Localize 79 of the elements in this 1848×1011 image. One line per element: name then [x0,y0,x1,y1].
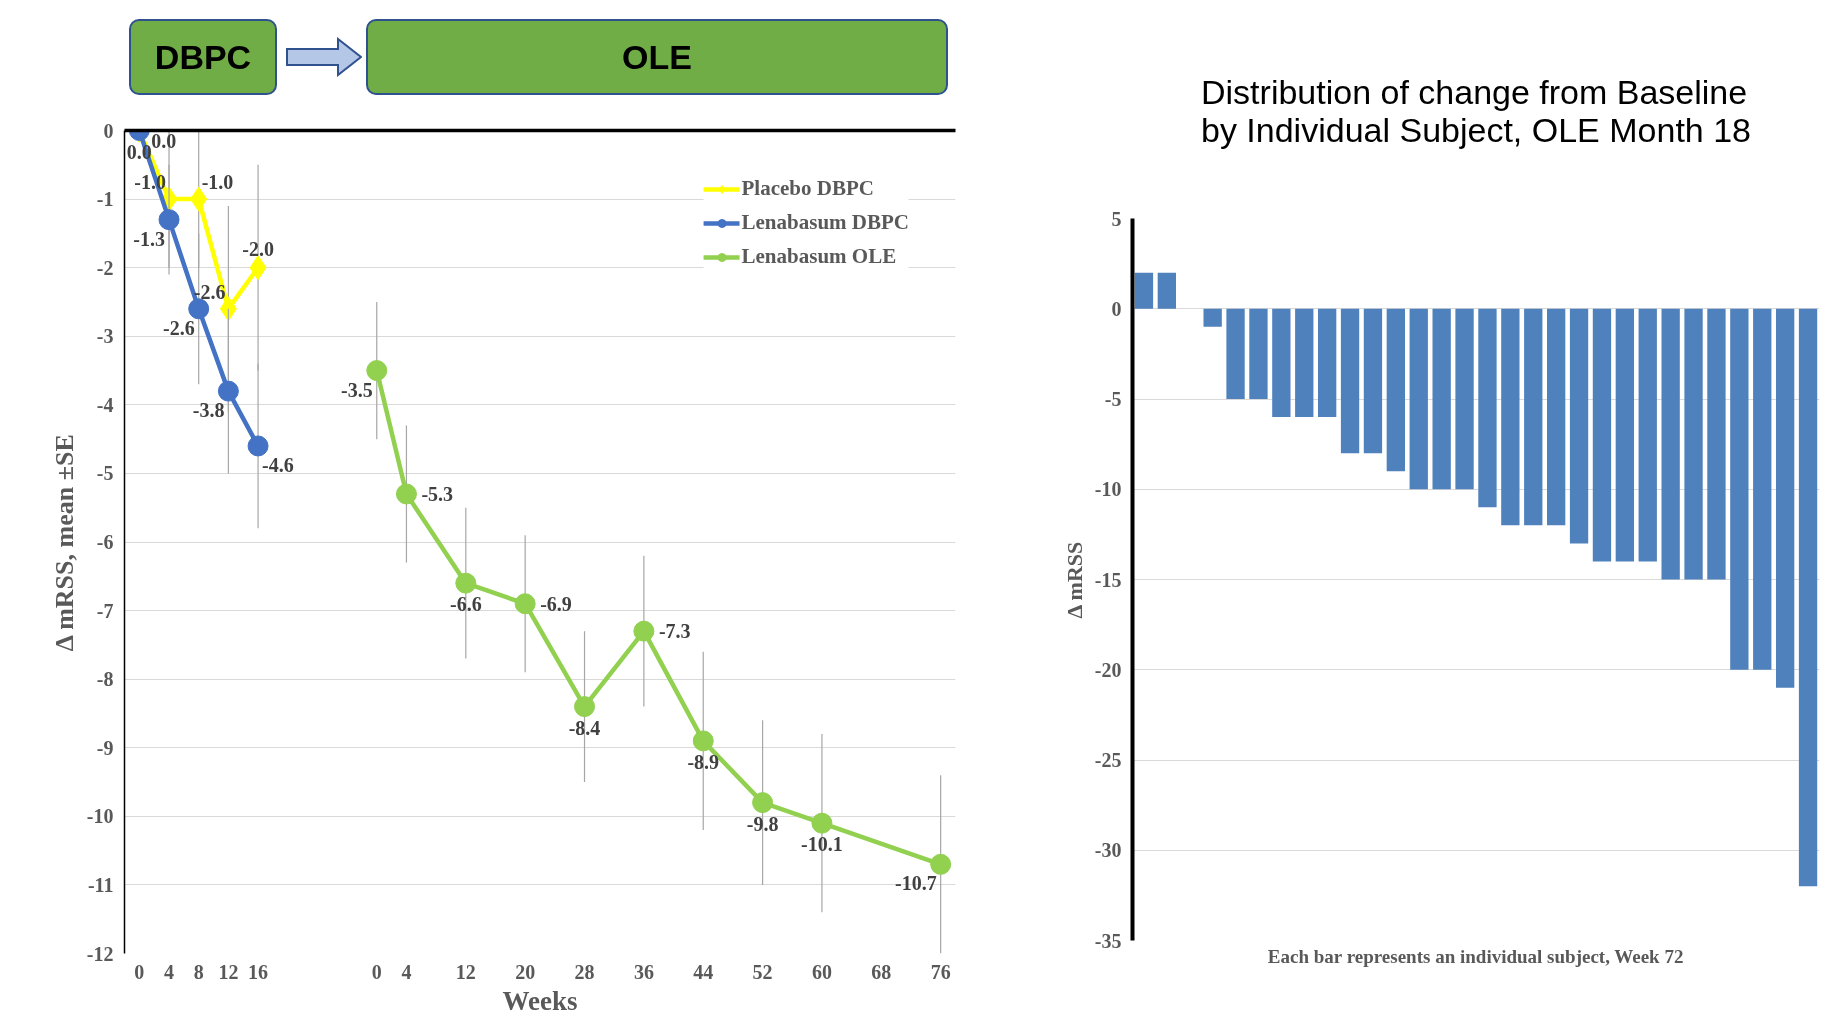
point [455,572,477,594]
y-axis-title: Δ mRSS, mean ±SE [49,434,79,652]
x-axis-title: Each bar represents an individual subject, Week 72 [1267,945,1684,967]
point [633,620,655,642]
x-tick-label: 76 [930,960,951,983]
data-label: -3.5 [341,378,373,401]
y-tick-label: -15 [1094,568,1122,591]
point [752,792,774,814]
x-tick-label: 0 [134,960,145,983]
y-tick-label: -35 [1094,929,1122,952]
y-tick-label: -7 [96,599,114,622]
x-tick-label: 4 [164,960,175,983]
x-tick-label: 12 [455,960,476,983]
y-tick-label: -25 [1094,749,1122,771]
x-tick-label: 20 [515,960,536,983]
data-label: -6.9 [540,592,572,615]
legend-label: Lenabasum DBPC [741,210,909,235]
point [692,730,714,752]
legend-label: Lenabasum OLE [741,244,897,269]
y-tick-label: -12 [86,942,114,965]
y-tick-label: -4 [96,393,114,416]
point [247,435,269,457]
data-label: -8.4 [568,716,601,739]
y-tick-label: 0 [103,119,114,142]
y-tick-label: 0 [1111,297,1122,320]
data-label: -2.0 [242,237,274,260]
point [158,209,180,231]
x-axis-title: Weeks [502,985,578,1011]
x-tick-label: 28 [574,960,595,983]
data-label: -1.0 [201,171,234,194]
data-label: -10.1 [801,833,843,856]
data-label: -6.6 [449,593,482,616]
y-tick-label: -5 [96,462,114,485]
y-tick-label: -8 [96,668,114,691]
point [811,812,833,834]
x-tick-label: 16 [248,960,269,983]
data-label: -4.6 [262,453,294,476]
data-label: 0.0 [151,129,177,152]
y-tick-label: -20 [1094,658,1122,681]
text: DBPC [129,19,277,95]
x-tick-label: 44 [693,960,714,983]
data-label: -9.8 [746,812,779,835]
point [217,380,239,402]
point [930,853,952,875]
y-tick-label: -6 [96,531,114,553]
point [188,298,210,320]
y-tick-label: 5 [1111,207,1122,230]
x-tick-label: 36 [633,960,654,983]
data-label: -3.8 [192,399,225,422]
y-tick-label: -3 [96,325,114,348]
x-tick-label: 8 [193,960,204,983]
y-tick-label: -10 [1094,478,1122,501]
y-tick-label: -9 [96,736,114,759]
x-tick-label: 68 [871,960,892,983]
data-label: -8.9 [687,750,720,773]
data-label: -10.7 [895,872,937,895]
data-label: -2.6 [163,316,195,339]
data-label: -5.3 [421,482,454,505]
y-tick-label: -1 [96,188,114,211]
y-tick-label: -30 [1094,839,1122,862]
point [395,483,417,505]
y-tick-label: -10 [86,805,114,828]
x-tick-label: 12 [218,960,239,983]
chart-title: Distribution of change from Baseline by Individual Subject, OLE Month 18 [1201,72,1751,149]
x-tick-label: 0 [371,960,382,983]
data-label: -7.3 [658,620,691,643]
y-tick-label: -2 [96,256,114,279]
legend-label: Placebo DBPC [741,176,874,201]
data-label: -1.3 [133,227,166,250]
y-tick-label: -11 [87,873,114,896]
point [366,360,388,382]
y-axis-title: Δ mRSS [1061,541,1087,619]
point [514,593,536,615]
x-tick-label: 4 [401,960,412,983]
y-tick-label: -5 [1104,388,1122,410]
text: OLE [366,19,948,95]
x-tick-label: 60 [811,960,832,983]
point [574,696,596,718]
x-tick-label: 52 [752,960,773,983]
